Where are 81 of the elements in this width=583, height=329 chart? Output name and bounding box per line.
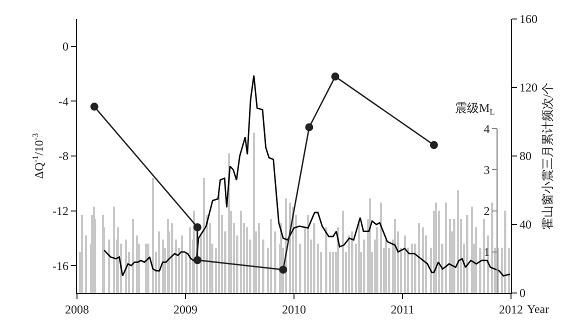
y3-tick-label: 1: [484, 245, 490, 260]
y3-tick-label: 4: [484, 122, 490, 136]
bar: [175, 240, 177, 293]
bar: [342, 210, 344, 293]
y3-tick-label: 2: [484, 204, 490, 218]
bar: [385, 240, 387, 293]
bar: [162, 240, 164, 293]
bar: [457, 190, 459, 293]
bar: [246, 227, 248, 293]
point: [90, 102, 98, 111]
y2-tick-label: 0: [520, 286, 526, 300]
bar: [181, 235, 183, 293]
bar: [189, 227, 191, 293]
bar: [136, 235, 138, 293]
bar: [85, 235, 87, 293]
x-tick-label: 2008: [65, 302, 89, 316]
bar: [313, 223, 316, 293]
bar: [483, 219, 485, 293]
bar: [240, 210, 242, 293]
bar: [422, 227, 424, 293]
point: [331, 72, 340, 81]
bar: [449, 219, 451, 293]
y2-tick-label: 120: [520, 80, 538, 95]
bar: [475, 227, 477, 293]
x-tick-label: 2012: [499, 302, 523, 316]
bar: [445, 202, 447, 293]
bar: [147, 244, 150, 293]
y2-tick-label: 160: [520, 12, 538, 26]
bar: [332, 252, 334, 293]
bar: [404, 235, 406, 293]
bar: [299, 244, 302, 293]
bar: [203, 178, 205, 293]
bar: [81, 214, 84, 293]
y3-axis-title: 震级M$_{L}$: [455, 101, 495, 117]
line-series: [103, 74, 511, 277]
bar: [418, 223, 420, 293]
bar: [363, 240, 366, 293]
point: [193, 256, 202, 264]
bar: [125, 240, 127, 293]
point: [279, 266, 288, 274]
bar: [270, 219, 272, 293]
y2-tick-label: 80: [520, 149, 532, 164]
x-tick-label: 2009: [174, 302, 198, 316]
bar: [466, 214, 468, 293]
y2-tick-label: 40: [520, 218, 532, 232]
bar: [152, 178, 154, 293]
bar: [508, 248, 510, 293]
y-tick-label: -12: [52, 204, 68, 218]
point: [193, 223, 202, 232]
bar: [358, 223, 360, 293]
y3-tick-label: 3: [484, 162, 490, 177]
bar: [376, 227, 378, 293]
y-tick-label: -4: [58, 94, 68, 108]
bar: [394, 219, 396, 293]
bar: [113, 206, 115, 293]
bar: [307, 214, 309, 293]
bar: [171, 223, 174, 293]
y-tick-label: -8: [58, 149, 68, 164]
bar: [348, 235, 350, 293]
x-axis-title: Year: [527, 302, 550, 316]
y-tick-label: -16: [52, 258, 68, 273]
point: [305, 123, 314, 132]
bar: [487, 235, 489, 293]
bar: [471, 206, 473, 293]
bar: [158, 231, 160, 293]
bar: [218, 194, 220, 293]
bar: [253, 132, 255, 293]
bar: [369, 198, 371, 293]
bar: [411, 244, 413, 293]
x-tick-label: 2010: [282, 302, 306, 316]
point: [430, 141, 438, 150]
y-tick-label: 0: [62, 40, 68, 54]
bar: [435, 202, 437, 293]
y2-axis-title: 霍山窗小震三月累计频次/个: [540, 82, 554, 230]
bar: [258, 223, 260, 293]
bar: [262, 240, 264, 293]
x-tick-label: 2011: [390, 302, 414, 316]
bar: [132, 219, 134, 293]
bar: [380, 202, 382, 293]
bar: [329, 252, 331, 293]
bar: [117, 227, 119, 293]
